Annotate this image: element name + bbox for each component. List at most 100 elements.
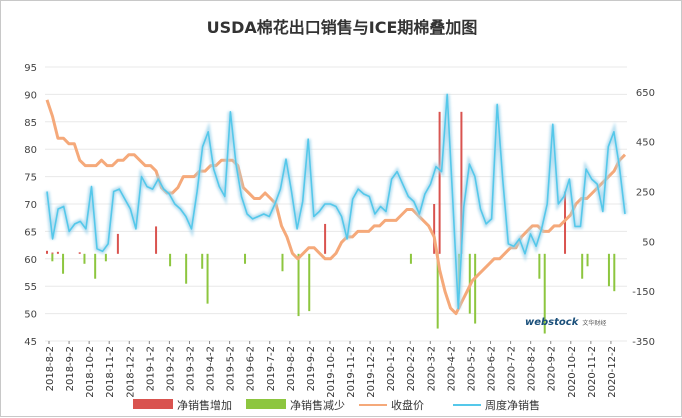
bar-increase [564,191,567,254]
legend-swatch [246,399,286,409]
x-tick-label: 2019-1-2 [145,346,156,391]
bar-decrease [104,253,107,262]
bar-decrease [297,253,300,317]
bar-decrease [281,253,284,272]
left-tick-label: 85 [24,118,37,129]
bar-increase [78,252,81,254]
x-tick-label: 2020-3-2 [426,346,437,391]
bar-decrease [586,253,589,267]
bar-decrease [201,253,204,269]
right-tick-label: -150 [632,287,655,298]
x-tick-label: 2020-5-2 [466,346,477,391]
bar-decrease [244,253,247,264]
watermark-cn: 文华财经 [582,320,607,327]
x-tick-label: 2019-6-2 [246,346,257,391]
right-tick-label: 50 [642,237,655,248]
weekly-net-sales-glow [44,94,628,309]
bar-decrease [581,253,584,279]
left-tick-label: 95 [24,63,37,74]
legend-label: 周度净销售 [485,398,540,412]
x-tick-label: 2019-4-2 [206,346,217,391]
x-tick-label: 2020-4-2 [446,346,457,391]
x-tick-label: 2018-10-2 [85,346,96,398]
x-tick-label: 2019-10-2 [326,346,337,398]
left-tick-label: 65 [24,227,37,238]
x-tick-label: 2019-11-2 [346,346,357,398]
bar-increase [155,226,158,254]
watermark-logo: webstock 文华财经 [525,310,607,328]
bar-decrease [83,253,86,264]
left-tick-label: 90 [24,90,37,101]
bar-decrease [613,253,616,292]
bar-decrease [474,253,477,324]
bar-increase [46,250,48,254]
x-tick-label: 2020-9-2 [547,346,558,391]
x-tick-label: 2020-12-2 [607,346,618,398]
x-tick-label: 2019-3-2 [185,346,196,391]
x-tick-label: 2019-2-2 [165,346,176,391]
bar-increase [324,223,327,254]
x-axis: 2018-8-2 2018-9-2 2018-10-2 2018-11-2 2018-1… [45,341,618,398]
left-tick-label: 50 [24,310,37,321]
right-tick-label: 450 [636,138,655,149]
x-tick-label: 2018-11-2 [105,346,116,398]
left-tick-label: 80 [24,145,37,156]
legend-label: 收盘价 [391,398,424,412]
left-tick-label: 45 [24,337,37,348]
lines [44,93,628,316]
x-tick-label: 2019-12-2 [366,346,377,398]
x-tick-label: 2020-1-2 [386,346,397,391]
bar-decrease [538,253,541,279]
bar-increase [116,233,119,254]
x-tick-label: 2020-7-2 [507,346,518,391]
chart-title: USDA棉花出口销售与ICE期棉叠加图 [207,18,478,37]
left-tick-label: 60 [24,255,37,266]
x-tick-label: 2020-8-2 [527,346,538,391]
x-tick-label: 2019-9-2 [306,346,317,391]
legend-swatch [133,399,173,409]
legend-label: 净销售增加 [177,398,232,412]
legend: 净销售增加 净销售减少 收盘价 周度净销售 [133,398,540,412]
x-tick-label: 2020-10-2 [567,346,578,398]
bar-decrease [185,253,188,284]
bar-increase [460,111,463,254]
x-tick-label: 2018-8-2 [45,346,56,391]
bar-decrease [409,253,412,264]
bar-decrease [543,253,546,334]
left-tick-label: 75 [24,173,37,184]
right-tick-label: 250 [636,188,655,199]
watermark-brand: webstock [525,317,579,328]
x-tick-label: 2020-2-2 [406,346,417,391]
bar-decrease [94,253,97,279]
x-tick-label: 2018-9-2 [65,346,76,391]
bar-decrease [62,253,65,274]
x-tick-label: 2020-6-2 [487,346,498,391]
bar-decrease [308,253,311,312]
weekly-net-sales-line [46,93,626,310]
right-tick-label: 650 [636,88,655,99]
left-tick-label: 70 [24,200,37,211]
x-tick-label: 2019-7-2 [266,346,277,391]
close-price-line [45,99,627,316]
x-tick-label: 2020-11-2 [587,346,598,398]
bar-decrease [206,253,209,304]
right-axis: 650 450 250 50 -150 -350 [632,88,655,348]
bar-decrease [607,253,610,287]
x-tick-label: 2019-8-2 [286,346,297,391]
right-tick-label: -350 [632,337,655,348]
bars [46,111,616,334]
x-tick-label: 2019-5-2 [226,346,237,391]
bar-increase [433,204,436,254]
bar-increase [51,252,54,254]
left-tick-label: 55 [24,282,37,293]
legend-label: 净销售减少 [290,398,345,412]
bar-decrease [169,253,172,267]
bar-increase [56,251,59,254]
left-axis: 95 90 85 80 75 70 65 60 55 50 45 [24,63,37,348]
bar-decrease [51,253,54,262]
bar-increase [438,111,441,254]
x-tick-label: 2018-12-2 [125,346,136,398]
bar-decrease [436,253,439,329]
